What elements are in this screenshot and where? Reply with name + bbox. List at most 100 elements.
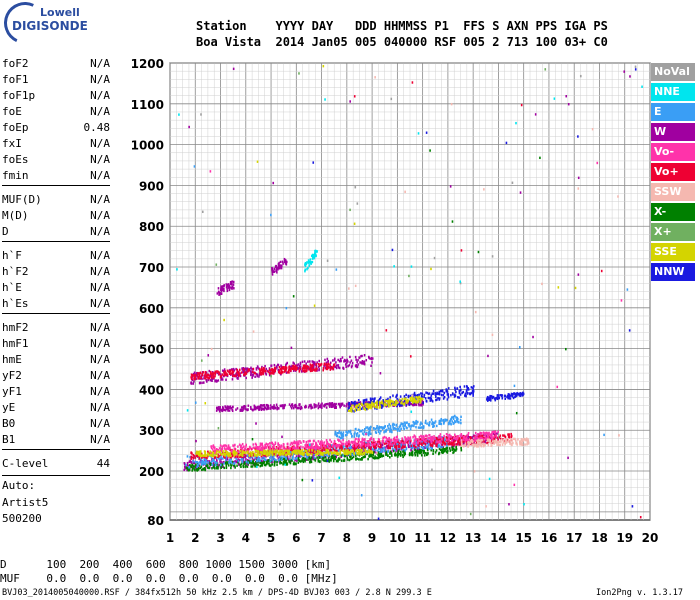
data-point bbox=[344, 434, 347, 437]
data-point bbox=[497, 440, 499, 443]
data-point bbox=[276, 460, 278, 464]
data-point bbox=[211, 448, 214, 451]
data-point bbox=[401, 453, 404, 457]
data-point bbox=[230, 463, 232, 466]
data-point bbox=[506, 438, 508, 442]
data-point bbox=[504, 441, 506, 445]
data-point bbox=[411, 401, 414, 404]
data-point bbox=[284, 461, 287, 465]
data-point bbox=[496, 397, 499, 401]
data-point bbox=[449, 449, 452, 452]
data-point bbox=[264, 443, 266, 447]
data-point bbox=[264, 452, 266, 456]
data-point bbox=[440, 393, 443, 397]
data-point bbox=[389, 445, 392, 448]
data-point bbox=[230, 461, 233, 465]
data-point bbox=[400, 440, 403, 443]
data-point bbox=[348, 402, 351, 405]
data-point bbox=[302, 369, 305, 373]
data-point bbox=[521, 440, 523, 443]
data-point bbox=[333, 456, 336, 459]
data-point bbox=[325, 459, 328, 463]
data-point bbox=[361, 441, 364, 445]
data-point bbox=[234, 466, 236, 469]
data-point bbox=[209, 462, 212, 465]
data-point bbox=[257, 457, 260, 461]
data-point bbox=[240, 458, 243, 461]
data-point bbox=[474, 431, 477, 435]
data-point bbox=[305, 440, 308, 444]
data-point bbox=[316, 369, 318, 372]
data-point bbox=[212, 451, 215, 455]
data-point bbox=[414, 454, 417, 457]
data-point bbox=[457, 439, 460, 442]
data-point bbox=[228, 461, 230, 464]
data-point bbox=[296, 449, 298, 452]
c-level-value: 44 bbox=[96, 457, 110, 470]
data-point bbox=[241, 446, 244, 450]
data-point bbox=[271, 460, 274, 463]
data-point bbox=[227, 454, 230, 457]
data-point bbox=[342, 438, 345, 441]
data-point bbox=[447, 387, 450, 390]
data-point bbox=[259, 464, 262, 468]
data-point bbox=[290, 441, 293, 445]
data-point bbox=[510, 432, 512, 436]
data-point bbox=[508, 395, 510, 398]
data-point bbox=[260, 407, 263, 410]
data-point bbox=[394, 453, 396, 457]
data-point bbox=[369, 403, 371, 407]
data-point bbox=[186, 466, 189, 470]
data-point bbox=[295, 367, 297, 370]
data-point bbox=[510, 392, 513, 396]
data-point bbox=[336, 450, 338, 453]
data-point bbox=[441, 390, 444, 393]
data-point bbox=[410, 453, 413, 456]
data-point bbox=[389, 443, 391, 446]
data-point bbox=[259, 445, 261, 448]
data-point bbox=[234, 443, 236, 447]
data-point bbox=[244, 447, 246, 451]
data-point bbox=[251, 465, 254, 468]
data-point bbox=[284, 453, 287, 457]
data-point bbox=[481, 438, 483, 442]
data-point bbox=[368, 403, 370, 406]
data-point bbox=[415, 399, 417, 403]
data-point bbox=[455, 390, 457, 394]
data-point bbox=[356, 443, 358, 447]
data-point bbox=[388, 437, 391, 440]
data-point bbox=[417, 397, 419, 401]
data-point bbox=[193, 377, 195, 381]
data-point bbox=[472, 434, 475, 437]
data-point bbox=[363, 438, 365, 442]
data-point bbox=[269, 404, 272, 407]
data-point bbox=[395, 395, 397, 399]
data-point bbox=[287, 458, 290, 461]
data-point bbox=[250, 366, 252, 369]
data-point bbox=[477, 435, 480, 438]
data-point bbox=[239, 409, 242, 412]
data-point bbox=[426, 439, 428, 443]
data-point bbox=[263, 408, 266, 411]
data-point bbox=[394, 440, 397, 443]
data-point bbox=[300, 454, 303, 458]
data-point bbox=[364, 446, 367, 450]
data-point bbox=[305, 443, 307, 446]
data-point bbox=[491, 396, 494, 399]
data-point bbox=[370, 446, 373, 449]
data-point bbox=[202, 468, 205, 471]
data-point bbox=[371, 403, 374, 406]
data-point bbox=[205, 380, 208, 383]
data-point bbox=[273, 404, 275, 407]
data-point bbox=[299, 455, 302, 458]
data-point bbox=[504, 397, 507, 400]
data-point bbox=[393, 403, 396, 406]
data-point bbox=[354, 405, 357, 409]
data-point bbox=[527, 442, 530, 445]
data-point bbox=[190, 451, 193, 454]
data-point bbox=[415, 396, 418, 399]
data-point bbox=[277, 363, 280, 367]
data-point bbox=[460, 434, 463, 437]
param-value: N/A bbox=[90, 281, 110, 294]
data-point bbox=[330, 451, 333, 454]
